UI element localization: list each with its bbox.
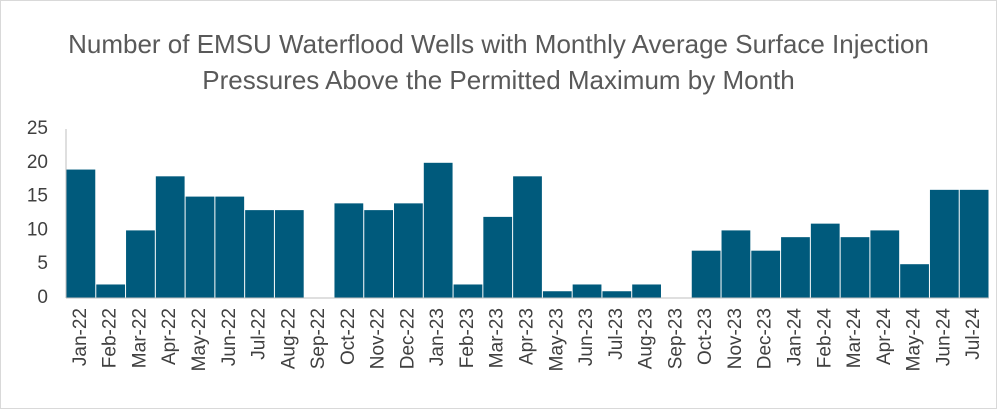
bar bbox=[483, 216, 513, 298]
bar bbox=[66, 169, 96, 298]
bar bbox=[751, 250, 781, 298]
x-tick-label: Sep-23 bbox=[665, 308, 686, 369]
bar bbox=[155, 176, 185, 298]
x-tick-label: Aug-23 bbox=[636, 308, 657, 369]
bar bbox=[900, 264, 929, 298]
bar bbox=[334, 203, 364, 298]
x-tick-label: Jul-24 bbox=[963, 308, 984, 360]
x-tick-label: Feb-22 bbox=[100, 308, 121, 368]
bar bbox=[691, 250, 721, 298]
x-tick-label: Oct-22 bbox=[338, 308, 359, 365]
bar bbox=[274, 210, 304, 298]
bar bbox=[810, 223, 840, 298]
bar bbox=[394, 203, 423, 298]
bar bbox=[840, 237, 870, 298]
x-tick-label: Dec-23 bbox=[755, 308, 776, 369]
x-tick-label: Jan-23 bbox=[427, 308, 448, 366]
bar bbox=[959, 189, 989, 298]
bar bbox=[423, 162, 453, 298]
bar bbox=[572, 284, 602, 298]
x-tick-label: Sep-22 bbox=[308, 308, 329, 369]
bar bbox=[185, 196, 215, 298]
bar bbox=[453, 284, 483, 298]
y-tick-label: 5 bbox=[37, 253, 48, 274]
bar bbox=[870, 230, 900, 298]
y-tick-label: 0 bbox=[37, 287, 48, 308]
x-tick-label: May-24 bbox=[904, 308, 925, 372]
bar bbox=[929, 189, 959, 298]
x-tick-label: Aug-22 bbox=[278, 308, 299, 369]
bar bbox=[513, 176, 542, 298]
x-tick-label: Oct-23 bbox=[695, 308, 716, 365]
bar bbox=[632, 284, 661, 298]
x-tick-label: Apr-23 bbox=[517, 308, 538, 365]
bar bbox=[721, 230, 751, 298]
y-tick-label: 20 bbox=[27, 152, 48, 173]
bar bbox=[602, 291, 632, 298]
x-tick-label: Dec-22 bbox=[397, 308, 418, 369]
x-tick-label: Feb-23 bbox=[457, 308, 478, 368]
x-tick-label: Mar-23 bbox=[487, 308, 508, 368]
x-tick-label: Jun-23 bbox=[576, 308, 597, 366]
x-tick-label: Feb-24 bbox=[814, 308, 835, 369]
bar bbox=[245, 210, 274, 298]
x-tick-label: May-22 bbox=[189, 308, 210, 371]
x-tick-label: May-23 bbox=[546, 308, 567, 371]
x-tick-label: Nov-22 bbox=[368, 308, 389, 369]
y-tick-label: 15 bbox=[27, 186, 48, 207]
x-tick-label: Apr-24 bbox=[874, 308, 895, 365]
chart-title: Number of EMSU Waterflood Wells with Mon… bbox=[68, 29, 929, 95]
x-tick-label: Mar-22 bbox=[129, 308, 150, 368]
x-tick-label: Jan-24 bbox=[784, 308, 805, 367]
x-tick-label: Mar-24 bbox=[844, 308, 865, 369]
x-tick-label: Jun-24 bbox=[933, 308, 954, 367]
bar bbox=[215, 196, 245, 298]
bar bbox=[542, 291, 572, 298]
x-tick-label: Jun-22 bbox=[219, 308, 240, 366]
bar bbox=[96, 284, 126, 298]
y-tick-label: 25 bbox=[27, 118, 48, 139]
bar bbox=[781, 237, 810, 298]
x-tick-label: Nov-23 bbox=[725, 308, 746, 369]
x-tick-label: Jan-22 bbox=[70, 308, 91, 366]
x-tick-label: Jul-23 bbox=[606, 308, 627, 360]
y-tick-label: 10 bbox=[27, 219, 48, 240]
x-tick-label: Apr-22 bbox=[159, 308, 180, 365]
bar bbox=[126, 230, 155, 298]
x-tick-label: Jul-22 bbox=[249, 308, 270, 360]
bar bbox=[364, 210, 394, 298]
